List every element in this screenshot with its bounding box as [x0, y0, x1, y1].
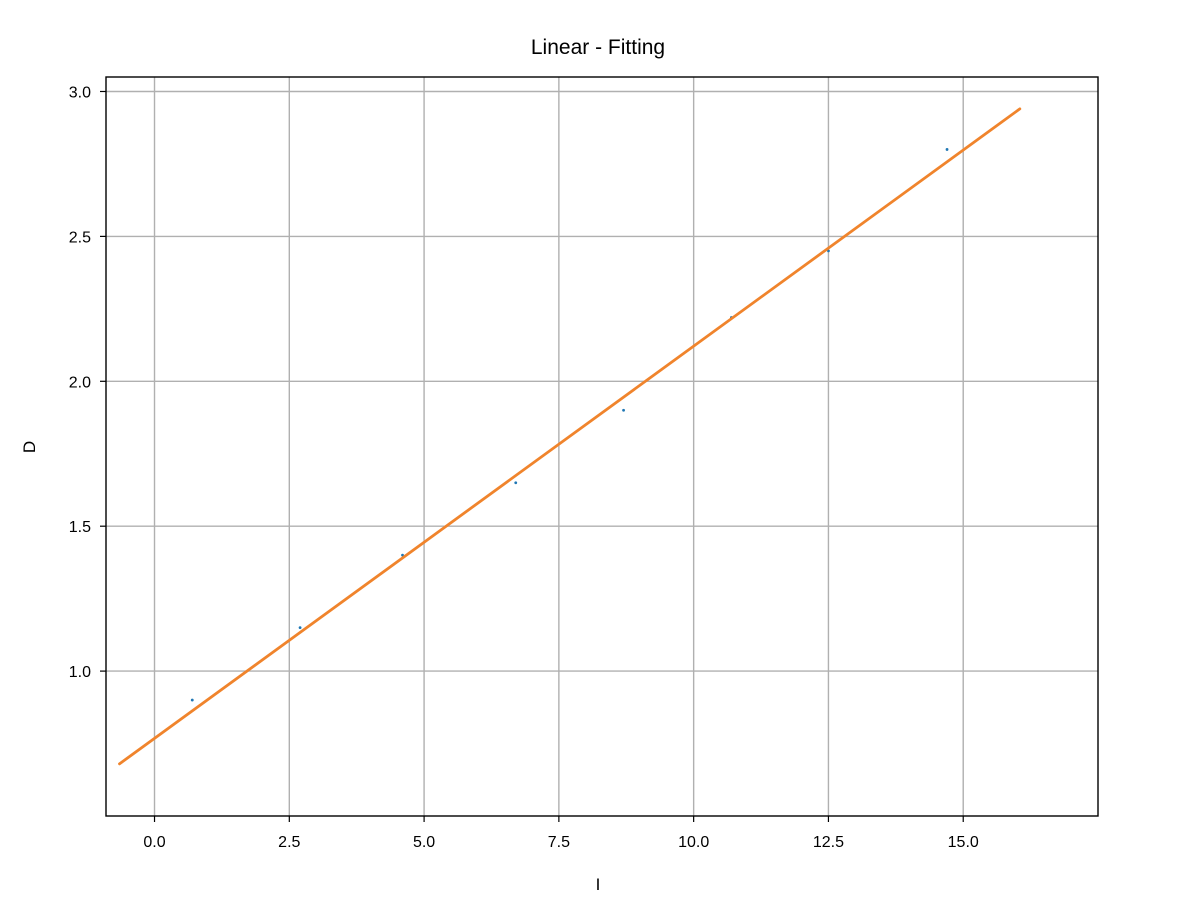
chart-title: Linear - Fitting	[531, 36, 665, 59]
x-tick-label: 15.0	[948, 834, 979, 851]
y-tick-label: 2.5	[69, 229, 91, 246]
fit-line	[118, 107, 1022, 766]
data-point	[190, 698, 194, 702]
tick-labels: 0.0 2.5 5.0 7.5 10.0 12.5 15.0 1.0 1.5 2.0 2.5 3.0	[69, 84, 979, 851]
x-axis-label: I	[596, 875, 601, 894]
y-tick-label: 3.0	[69, 84, 91, 101]
x-tick-label: 0.0	[143, 834, 165, 851]
data-point	[945, 148, 949, 151]
y-tick-label: 1.5	[69, 519, 91, 536]
grid	[106, 77, 1098, 816]
x-tick-label: 5.0	[413, 834, 435, 851]
x-tick-label: 12.5	[813, 834, 844, 851]
y-tick-label: 1.0	[69, 664, 91, 681]
plot-series	[118, 107, 1022, 766]
x-tick-label: 7.5	[548, 834, 570, 851]
y-axis-label: D	[20, 441, 39, 453]
data-point	[514, 481, 518, 485]
data-point	[622, 408, 625, 412]
x-tick-label: 2.5	[278, 834, 300, 851]
x-tick-label: 10.0	[678, 834, 709, 851]
data-point	[298, 626, 302, 630]
y-tick-label: 2.0	[69, 374, 91, 391]
plot-frame	[105, 76, 1099, 817]
